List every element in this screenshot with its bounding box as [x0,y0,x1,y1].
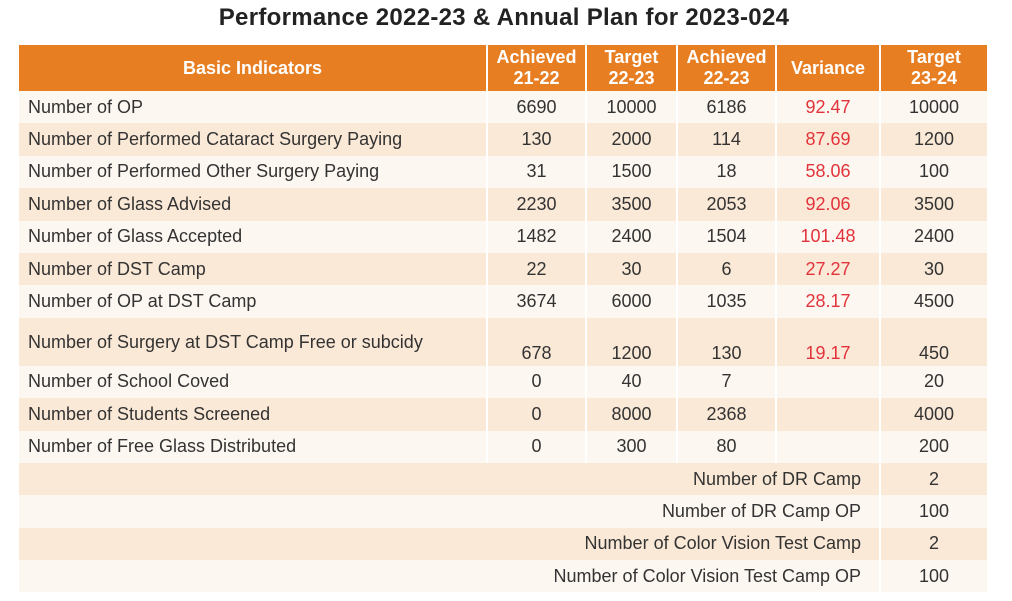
indicator-cell: Number of Color Vision Test Camp OP [19,560,881,593]
table-row: Number of Glass Accepted 1482 2400 1504 101.… [19,220,987,253]
indicator-cell: Number of Glass Accepted [19,220,488,253]
achieved-21-22-cell: 22 [487,252,587,286]
target-23-24-cell: 4000 [880,398,987,431]
target-23-24-cell: 10000 [880,91,987,124]
variance-cell [776,430,881,463]
achieved-21-22-cell: 0 [487,365,587,399]
header-achieved-22-23: Achieved 22-23 [677,45,777,91]
target-23-24-cell: 200 [880,430,987,463]
variance-cell: 87.69 [776,123,881,156]
achieved-22-23-cell: 6 [677,252,777,286]
table-row: Number of DR Camp OP 100 [19,495,987,528]
indicator-cell: Number of OP at DST Camp [19,285,488,318]
achieved-21-22-cell: 678 [487,317,587,366]
indicator-cell: Number of Surgery at DST Camp Free or su… [19,317,488,366]
variance-cell: 27.27 [776,252,881,286]
achieved-21-22-cell: 31 [487,155,587,189]
target-22-23-cell: 6000 [586,285,678,318]
achieved-22-23-cell: 18 [677,155,777,189]
table-row: Number of Color Vision Test Camp 2 [19,527,987,561]
table-row: Number of Performed Cataract Surgery Pay… [19,123,987,156]
target-23-24-cell: 1200 [880,123,987,156]
target-23-24-cell: 450 [880,317,987,366]
table-row: Number of OP at DST Camp 3674 6000 1035 28.1… [19,285,987,318]
target-22-23-cell: 300 [586,430,678,463]
indicator-cell: Number of Performed Cataract Surgery Pay… [19,123,488,156]
performance-table: Basic Indicators Achieved 21-22 Target 22-… [19,45,987,593]
achieved-22-23-cell: 6186 [677,91,777,124]
achieved-22-23-cell: 7 [677,365,777,399]
indicator-cell: Number of School Coved [19,365,488,399]
table-row: Number of Glass Advised 2230 3500 2053 92.06… [19,188,987,221]
achieved-21-22-cell: 0 [487,398,587,431]
variance-cell: 92.47 [776,91,881,124]
variance-cell: 19.17 [776,317,881,366]
table-row: Number of Performed Other Surgery Paying… [19,155,987,189]
achieved-21-22-cell: 130 [487,123,587,156]
target-22-23-cell: 2000 [586,123,678,156]
indicator-cell: Number of Students Screened [19,398,488,431]
header-basic-indicators: Basic Indicators [19,45,488,91]
indicator-cell: Number of DR Camp OP [19,495,881,528]
header-row: Basic Indicators Achieved 21-22 Target 22-… [19,45,987,91]
achieved-22-23-cell: 1035 [677,285,777,318]
target-22-23-cell: 8000 [586,398,678,431]
target-23-24-cell: 2400 [880,220,987,253]
target-23-24-cell: 100 [880,495,987,528]
target-22-23-cell: 40 [586,365,678,399]
indicator-cell: Number of Color Vision Test Camp [19,527,881,561]
variance-cell [776,365,881,399]
variance-cell: 28.17 [776,285,881,318]
target-23-24-cell: 30 [880,252,987,286]
target-23-24-cell: 20 [880,365,987,399]
indicator-cell: Number of DR Camp [19,462,881,496]
header-variance: Variance [776,45,881,91]
indicator-cell: Number of OP [19,91,488,124]
achieved-21-22-cell: 3674 [487,285,587,318]
variance-cell [776,398,881,431]
target-23-24-cell: 3500 [880,188,987,221]
header-achieved-21-22: Achieved 21-22 [487,45,587,91]
achieved-22-23-cell: 80 [677,430,777,463]
variance-cell: 92.06 [776,188,881,221]
table-row: Number of DR Camp 2 [19,462,987,496]
table-row: Number of Surgery at DST Camp Free or su… [19,317,987,366]
table-row: Number of Color Vision Test Camp OP 100 [19,560,987,593]
target-23-24-cell: 100 [880,155,987,189]
indicator-cell: Number of Performed Other Surgery Paying [19,155,488,189]
table-row: Number of Free Glass Distributed 0 300 80 20… [19,430,987,463]
target-22-23-cell: 1200 [586,317,678,366]
achieved-22-23-cell: 114 [677,123,777,156]
achieved-21-22-cell: 6690 [487,91,587,124]
achieved-21-22-cell: 2230 [487,188,587,221]
variance-cell: 58.06 [776,155,881,189]
achieved-22-23-cell: 130 [677,317,777,366]
table-row: Number of DST Camp 22 30 6 27.27 30 [19,252,987,286]
achieved-22-23-cell: 2053 [677,188,777,221]
achieved-21-22-cell: 1482 [487,220,587,253]
target-23-24-cell: 4500 [880,285,987,318]
target-22-23-cell: 3500 [586,188,678,221]
indicator-cell: Number of DST Camp [19,252,488,286]
page-title: Performance 2022-23 & Annual Plan for 20… [218,4,790,31]
target-22-23-cell: 2400 [586,220,678,253]
target-23-24-cell: 2 [880,462,987,496]
achieved-22-23-cell: 1504 [677,220,777,253]
target-23-24-cell: 100 [880,560,987,593]
variance-cell: 101.48 [776,220,881,253]
indicator-cell: Number of Glass Advised [19,188,488,221]
target-22-23-cell: 10000 [586,91,678,124]
table-row: Number of School Coved 0 40 7 20 [19,365,987,399]
header-target-23-24: Target 23-24 [880,45,987,91]
table-row: Number of OP 6690 10000 6186 92.47 10000 [19,91,987,124]
achieved-21-22-cell: 0 [487,430,587,463]
achieved-22-23-cell: 2368 [677,398,777,431]
indicator-cell: Number of Free Glass Distributed [19,430,488,463]
table-row: Number of Students Screened 0 8000 2368 4000 [19,398,987,431]
header-target-22-23: Target 22-23 [586,45,678,91]
target-22-23-cell: 1500 [586,155,678,189]
target-23-24-cell: 2 [880,527,987,561]
target-22-23-cell: 30 [586,252,678,286]
